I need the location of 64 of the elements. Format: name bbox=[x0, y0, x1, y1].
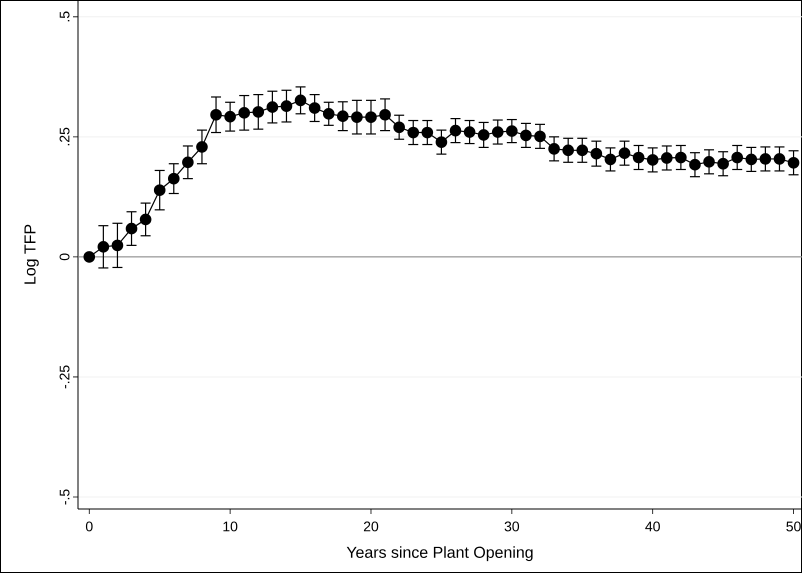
y-axis-title: Log TFP bbox=[24, 224, 39, 284]
point bbox=[534, 130, 546, 142]
point bbox=[126, 222, 138, 234]
point bbox=[168, 172, 180, 184]
point bbox=[632, 152, 644, 164]
point bbox=[604, 154, 616, 166]
point bbox=[717, 158, 729, 170]
point bbox=[224, 110, 236, 122]
point bbox=[351, 111, 363, 123]
point bbox=[774, 153, 786, 165]
point bbox=[280, 100, 292, 112]
point bbox=[618, 147, 630, 159]
point bbox=[731, 152, 744, 164]
point bbox=[196, 141, 208, 153]
point bbox=[98, 241, 110, 253]
x-tick-label: 20 bbox=[364, 522, 378, 532]
x-tick-label: 10 bbox=[223, 522, 238, 532]
y-tick-label: 0 bbox=[60, 254, 70, 260]
point bbox=[308, 102, 320, 114]
point bbox=[294, 94, 306, 106]
point bbox=[422, 126, 434, 138]
point bbox=[760, 153, 772, 165]
point bbox=[210, 108, 222, 121]
x-tick-label: 30 bbox=[504, 522, 520, 532]
point bbox=[576, 144, 588, 156]
point bbox=[746, 154, 758, 166]
point bbox=[266, 101, 278, 113]
point bbox=[562, 144, 574, 156]
point bbox=[660, 152, 673, 164]
point bbox=[112, 240, 124, 252]
point bbox=[492, 126, 504, 138]
y-tick-label: .5 bbox=[60, 12, 70, 22]
point bbox=[703, 156, 715, 168]
point bbox=[788, 156, 800, 169]
point bbox=[393, 121, 405, 134]
point bbox=[140, 214, 152, 226]
point bbox=[154, 184, 166, 196]
point bbox=[548, 143, 560, 155]
x-axis-title: Years since Plant Opening bbox=[346, 546, 533, 562]
point bbox=[675, 152, 687, 164]
point bbox=[464, 126, 476, 138]
y-tick-label: -.25 bbox=[60, 366, 70, 388]
point bbox=[337, 110, 349, 122]
point bbox=[407, 126, 420, 138]
point bbox=[238, 107, 250, 119]
y-tick-label: -.5 bbox=[60, 489, 70, 505]
point bbox=[478, 129, 490, 141]
point bbox=[83, 251, 96, 263]
point bbox=[689, 158, 701, 170]
point bbox=[520, 130, 532, 142]
point bbox=[436, 136, 448, 148]
y-tick-label: .25 bbox=[60, 128, 70, 146]
point bbox=[590, 148, 602, 160]
point bbox=[506, 125, 518, 137]
point bbox=[322, 108, 335, 120]
x-tick-label: 0 bbox=[86, 522, 93, 532]
point bbox=[365, 111, 377, 123]
point bbox=[379, 108, 391, 121]
point bbox=[182, 156, 194, 168]
point bbox=[252, 106, 264, 118]
point bbox=[450, 124, 462, 136]
x-tick-label: 40 bbox=[645, 522, 660, 532]
x-tick-label: 50 bbox=[786, 522, 801, 532]
point bbox=[646, 154, 658, 166]
